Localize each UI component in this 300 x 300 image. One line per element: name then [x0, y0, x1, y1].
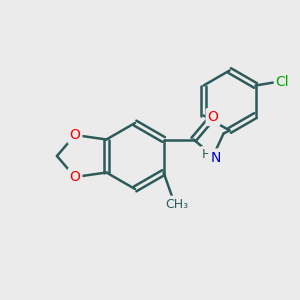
Text: O: O — [70, 170, 80, 184]
Text: O: O — [208, 110, 218, 124]
Text: N: N — [210, 151, 221, 164]
Text: H: H — [202, 148, 211, 161]
Text: CH₃: CH₃ — [166, 197, 189, 211]
Text: Cl: Cl — [276, 76, 289, 89]
Text: O: O — [70, 128, 80, 142]
